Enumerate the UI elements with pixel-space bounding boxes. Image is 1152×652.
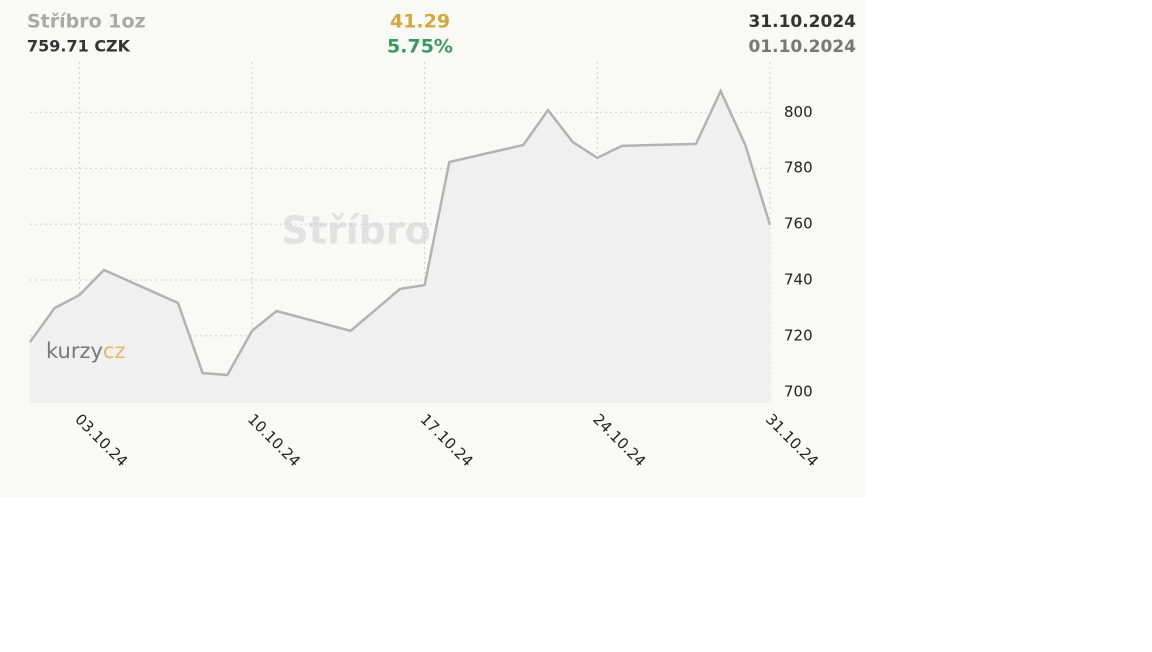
y-tick-label: 740 [784,271,813,289]
change: 41.29 [390,11,450,33]
change-percent: 5.75% [387,36,453,58]
price-line [28,88,772,377]
y-tick-label: 800 [784,103,813,121]
date-from: 01.10.2024 [748,37,856,57]
y-tick-label: 780 [784,159,813,177]
y-tick-label: 700 [784,382,813,400]
date-to: 31.10.2024 [748,12,856,32]
y-tick-label: 760 [784,215,813,233]
logo-part: cz [103,339,126,363]
title: Stříbro 1oz [27,11,146,33]
price: 759.71 CZK [27,37,131,56]
y-tick-label: 720 [784,326,813,344]
area-fill [30,91,770,404]
logo: kurzycz [46,339,126,363]
logo-part: kurzy [46,339,103,363]
